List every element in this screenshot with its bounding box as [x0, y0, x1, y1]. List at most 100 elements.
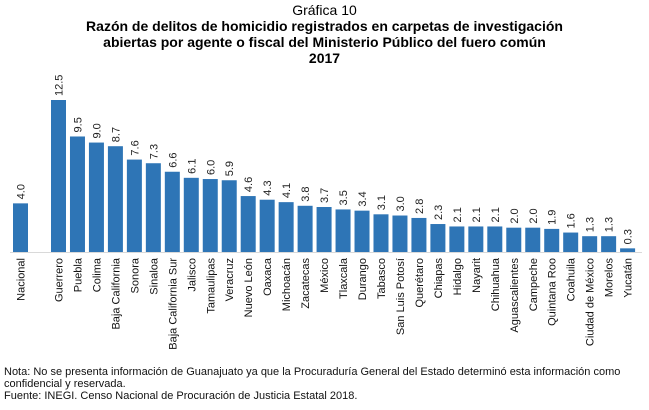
value-label: 4.6: [243, 177, 255, 192]
bar-ciudad-de-méxico: [582, 236, 598, 252]
source-text: Fuente: INEGI. Censo Nacional de Procura…: [4, 390, 358, 402]
value-label: 6.6: [167, 152, 179, 167]
bar-tabasco: [373, 214, 389, 252]
value-label: 2.1: [471, 207, 483, 222]
value-label: 1.3: [585, 217, 597, 232]
category-label: Oaxaca: [262, 257, 274, 296]
value-label: 4.1: [281, 183, 293, 198]
bar-yucatán: [620, 248, 636, 252]
note-text: Nota: No se presenta información de Guan…: [4, 366, 621, 390]
category-label: Colima: [91, 257, 103, 292]
category-label: Zacatecas: [300, 258, 312, 309]
bar-colima: [88, 142, 104, 252]
value-label: 1.6: [566, 213, 578, 228]
category-label: Coahuila: [566, 257, 578, 301]
bar-baja-california: [107, 146, 123, 252]
category-label: Jalisco: [186, 258, 198, 292]
value-label: 3.4: [357, 191, 369, 206]
value-label: 3.1: [376, 195, 388, 210]
category-label: Hidalgo: [452, 258, 464, 295]
bar-veracruz: [221, 180, 237, 252]
bar-chart: 4.0 12.5 9.5 9.0 8.7 7.6 7.3 6.6 6.1 6.0 5.9 4.6 4.3…: [10, 75, 642, 350]
category-label: Campeche: [528, 258, 540, 311]
bars-group: [13, 100, 636, 252]
value-label: 9.0: [91, 123, 103, 138]
category-label: México: [319, 258, 331, 293]
bar-morelos: [601, 236, 617, 252]
chart-title-line-2: abiertas por agente o fiscal del Ministe…: [103, 34, 546, 50]
bar-baja-california-sur: [164, 171, 180, 252]
category-label: Morelos: [604, 258, 616, 298]
bar-aguascalientes: [506, 227, 522, 252]
category-label: Querétaro: [414, 258, 426, 308]
bar-campeche: [525, 227, 541, 252]
bar-nayarit: [468, 226, 484, 252]
bar-tamaulipas: [202, 179, 218, 252]
value-label: 3.8: [300, 186, 312, 201]
category-label: Nuevo León: [243, 258, 255, 317]
bar-sinaloa: [145, 163, 161, 252]
category-label: Baja California Sur: [167, 258, 179, 350]
bar-zacatecas: [297, 205, 313, 252]
value-label: 3.0: [395, 196, 407, 211]
bar-sonora: [126, 159, 142, 252]
category-label: Veracruz: [224, 258, 236, 301]
category-label: Sinaloa: [148, 257, 160, 295]
category-label: Aguascalientes: [509, 258, 521, 333]
value-label: 7.6: [129, 140, 141, 155]
bar-chihuahua: [487, 226, 503, 252]
value-label: 6.0: [205, 160, 217, 175]
bar-durango: [354, 210, 370, 252]
value-labels-group: 4.0 12.5 9.5 9.0 8.7 7.6 7.3 6.6 6.1 6.0 5.9 4.6 4.3…: [16, 75, 635, 245]
value-label: 1.9: [547, 210, 559, 225]
category-label: Nayarit: [471, 258, 483, 293]
value-label: 8.7: [110, 127, 122, 142]
value-label: 9.5: [72, 117, 84, 132]
category-label: Michoacán: [281, 258, 293, 311]
value-label: 2.1: [490, 207, 502, 222]
category-label: Ciudad de México: [585, 258, 597, 346]
category-label: Quintana Roo: [547, 258, 559, 326]
bar-querétaro: [411, 217, 427, 252]
value-label: 3.7: [319, 188, 331, 203]
value-label: 4.0: [16, 184, 28, 199]
chart-notes: Nota: No se presenta información de Guan…: [4, 366, 649, 402]
value-label: 2.0: [509, 208, 521, 223]
category-label: Yucatán: [623, 258, 635, 298]
category-label: Chihuahua: [490, 257, 502, 311]
category-label: Tlaxcala: [338, 257, 350, 299]
category-label: San Luis Potosí: [395, 258, 407, 335]
category-label: Nacional: [16, 258, 28, 301]
value-label: 3.5: [338, 190, 350, 205]
value-label: 0.3: [623, 229, 635, 244]
value-label: 7.3: [148, 144, 160, 159]
bar-guerrero: [51, 100, 66, 252]
bar-nuevo-león: [240, 196, 256, 252]
category-label: Chiapas: [433, 258, 445, 299]
bar-nacional: [13, 203, 28, 252]
bar-michoacán: [278, 202, 294, 252]
bar-chiapas: [430, 224, 446, 252]
bar-hidalgo: [449, 226, 465, 252]
value-label: 4.3: [262, 180, 274, 195]
category-label: Puebla: [72, 257, 84, 292]
category-label: Guerrero: [54, 258, 66, 302]
chart-number: Gráfica 10: [292, 2, 357, 18]
bar-coahuila: [563, 232, 579, 252]
category-label: Tabasco: [376, 258, 388, 299]
bar-méxico: [316, 207, 332, 252]
bar-quintana-roo: [544, 228, 560, 252]
value-label: 2.8: [414, 199, 426, 214]
category-label: Sonora: [129, 257, 141, 293]
value-label: 5.9: [224, 161, 236, 176]
value-label: 6.1: [186, 159, 198, 174]
value-label: 1.3: [604, 217, 616, 232]
chart-header: Gráfica 10 Razón de delitos de homicidio…: [0, 0, 649, 66]
chart-title-line-3: 2017: [308, 50, 341, 66]
bar-jalisco: [183, 177, 199, 252]
chart-title-line-1: Razón de delitos de homicidio registrado…: [86, 18, 563, 34]
category-label: Baja California: [110, 257, 122, 329]
bar-oaxaca: [259, 199, 275, 252]
value-label: 2.0: [528, 208, 540, 223]
bar-san-luis-potosí: [392, 215, 408, 252]
